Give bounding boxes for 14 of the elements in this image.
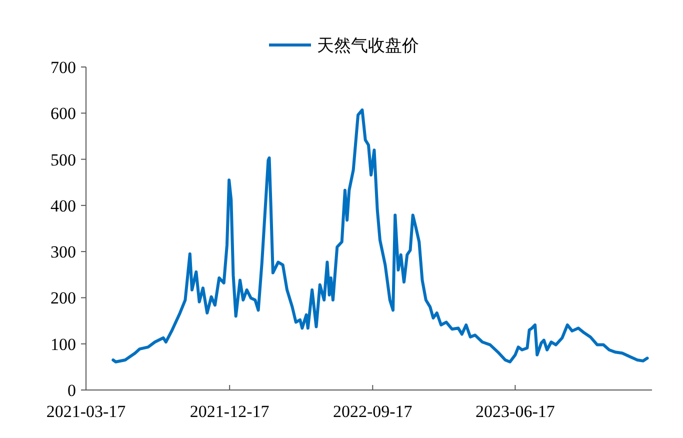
x-tick-label: 2022-09-17 bbox=[332, 402, 413, 421]
y-tick-label: 700 bbox=[50, 58, 76, 77]
legend: 天然气收盘价 bbox=[269, 36, 419, 55]
y-tick-label: 500 bbox=[50, 150, 76, 170]
y-tick-label: 300 bbox=[50, 242, 76, 262]
x-tick-label: 2021-12-17 bbox=[190, 402, 270, 421]
x-tick-label: 2023-06-17 bbox=[476, 402, 556, 421]
y-tick-label: 400 bbox=[50, 196, 76, 216]
y-tick-label: 0 bbox=[68, 381, 76, 400]
y-tick-label: 600 bbox=[50, 104, 76, 124]
y-tick-label: 200 bbox=[50, 288, 76, 308]
x-tick-label: 2021-03-17 bbox=[46, 402, 126, 421]
legend-label: 天然气收盘价 bbox=[317, 36, 419, 55]
y-tick-label: 100 bbox=[50, 334, 76, 354]
